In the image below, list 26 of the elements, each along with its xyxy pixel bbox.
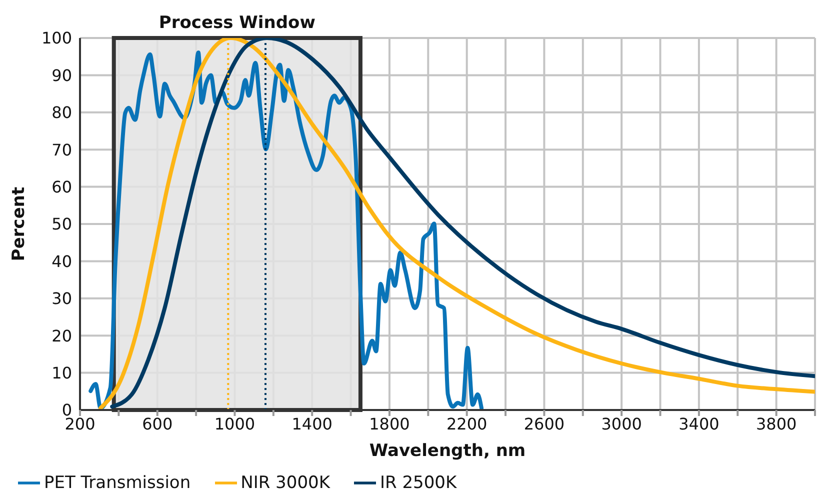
x-tick-label: 3000	[601, 414, 642, 434]
x-tick-label: 3800	[756, 414, 797, 434]
y-tick-label: 40	[52, 252, 72, 271]
x-tick-label: 1400	[292, 414, 332, 434]
x-tick-label: 1800	[369, 414, 410, 434]
line-series	[88, 50, 484, 410]
y-tick-label: 80	[52, 103, 72, 122]
y-tick-label: 60	[52, 177, 72, 196]
y-tick-label: 70	[52, 140, 72, 160]
y-axis-title: Percent	[9, 186, 30, 262]
legend-label: IR 2500K	[380, 472, 457, 493]
x-axis-title: Wavelength, nm	[369, 441, 526, 461]
x-tick-label: 1000	[214, 414, 256, 434]
x-tick-label: 3400	[678, 414, 720, 434]
y-tick-label: 90	[52, 66, 72, 85]
legend-label: PET Transmission	[44, 472, 191, 493]
x-tick-label: 2600	[524, 414, 565, 434]
legend-label: NIR 3000K	[240, 472, 330, 493]
x-tick-label: 2200	[446, 414, 488, 434]
x-tick-label: 600	[142, 414, 173, 434]
y-tick-label: 20	[52, 326, 72, 346]
y-tick-label: 50	[52, 214, 72, 234]
y-tick-label: 10	[52, 363, 72, 382]
y-tick-label: 100	[41, 28, 72, 48]
band-label: Process Window	[158, 13, 316, 33]
y-tick-label: 30	[52, 289, 72, 308]
